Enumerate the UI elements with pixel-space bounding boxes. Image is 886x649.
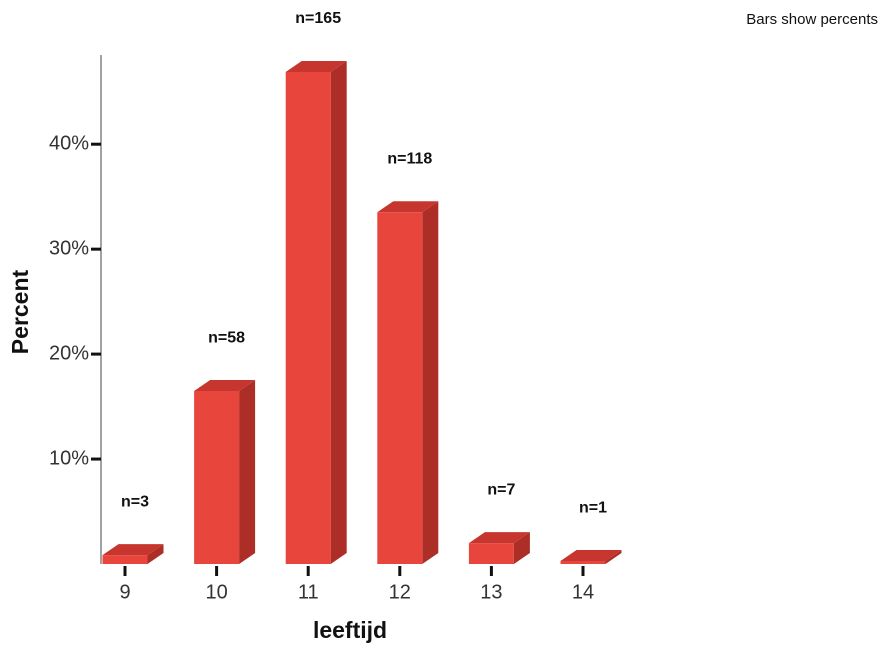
y-tick-label: 30% xyxy=(49,237,89,259)
bar-top xyxy=(285,61,347,73)
bar-front xyxy=(377,212,423,565)
bar-side xyxy=(330,61,347,564)
bar xyxy=(560,550,622,564)
count-label: n=58 xyxy=(208,329,245,346)
bar-side xyxy=(422,201,439,565)
bar xyxy=(285,61,347,564)
y-tick-label: 10% xyxy=(49,447,89,469)
count-label: n=118 xyxy=(387,150,432,167)
x-tick-label: 11 xyxy=(298,581,319,603)
x-axis-label: leeftijd xyxy=(313,617,387,643)
bar-side xyxy=(147,544,164,564)
bar-front xyxy=(102,555,148,564)
count-label: n=165 xyxy=(295,10,341,27)
bar-front xyxy=(285,72,331,564)
bar-top xyxy=(377,201,439,213)
bar xyxy=(194,380,256,564)
bar-top xyxy=(560,550,622,562)
x-tick-label: 14 xyxy=(572,581,594,603)
y-tick-label: 20% xyxy=(49,342,89,364)
bar-side xyxy=(605,550,622,564)
bar-top xyxy=(194,380,256,392)
bar xyxy=(468,532,530,564)
bar-side xyxy=(239,380,256,564)
bar-front xyxy=(194,391,240,564)
bar-side xyxy=(513,532,530,564)
y-tick-label: 40% xyxy=(49,132,89,154)
bar-front xyxy=(560,561,606,564)
bar-top xyxy=(468,532,530,544)
count-label: n=3 xyxy=(121,493,149,510)
count-label: n=1 xyxy=(579,499,607,516)
x-tick-label: 12 xyxy=(389,581,411,603)
bar xyxy=(102,544,164,564)
x-tick-label: 13 xyxy=(480,581,502,603)
y-axis-label: Percent xyxy=(7,269,33,354)
bar-front xyxy=(468,543,514,564)
x-tick-label: 9 xyxy=(119,581,130,603)
bar xyxy=(377,201,439,565)
bar-top xyxy=(102,544,164,556)
x-tick-label: 10 xyxy=(205,581,227,603)
chart-title: Bars show percents xyxy=(746,11,878,28)
count-label: n=7 xyxy=(487,481,515,498)
